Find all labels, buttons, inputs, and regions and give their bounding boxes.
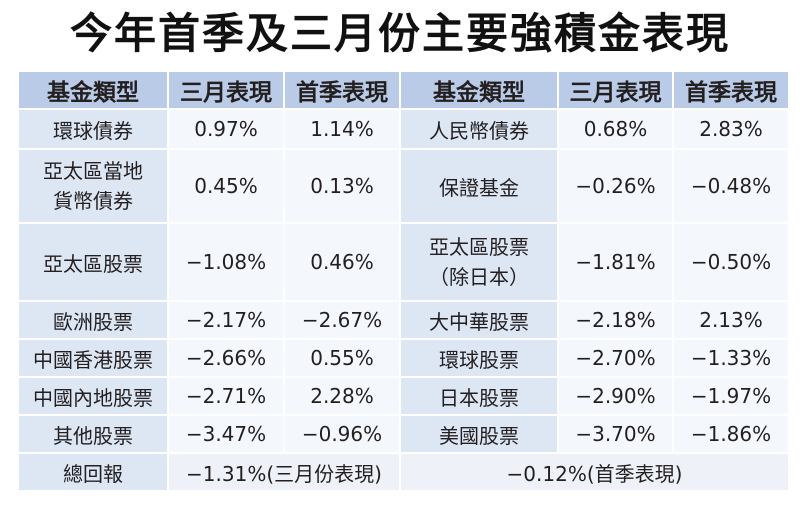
fund-name: 大中華股票 xyxy=(399,300,559,340)
march-value: −2.66% xyxy=(167,338,285,378)
fund-name: 亞太區股票（除日本） xyxy=(399,222,559,302)
fund-name-text: 亞太區股票（除日本） xyxy=(429,235,529,289)
header-march-right: 三月表現 xyxy=(557,70,674,110)
march-value: −2.17% xyxy=(167,300,285,340)
q1-value: −0.48% xyxy=(672,148,790,224)
march-value: −3.47% xyxy=(167,414,285,454)
q1-value: 2.13% xyxy=(672,300,790,340)
march-value: −0.26% xyxy=(557,148,674,224)
fund-name: 中國香港股票 xyxy=(17,338,169,378)
table-row: 歐洲股票 −2.17% −2.67% 大中華股票 −2.18% 2.13% xyxy=(17,300,790,340)
march-value: 0.68% xyxy=(557,108,674,150)
fund-name: 保證基金 xyxy=(399,148,559,224)
march-value: −3.70% xyxy=(557,414,674,454)
fund-name: 日本股票 xyxy=(399,376,559,416)
table-row: 中國香港股票 −2.66% 0.55% 環球股票 −2.70% −1.33% xyxy=(17,338,790,378)
fund-name: 亞太區股票 xyxy=(17,222,169,302)
total-label: 總回報 xyxy=(17,452,169,492)
total-q1-value: −0.12%(首季表現) xyxy=(399,452,790,492)
table-row: 環球債券 0.97% 1.14% 人民幣債券 0.68% 2.83% xyxy=(17,108,790,150)
march-value: 0.97% xyxy=(167,108,285,150)
header-march-left: 三月表現 xyxy=(167,70,285,110)
header-fund-type-left: 基金類型 xyxy=(17,70,169,110)
march-value: −2.90% xyxy=(557,376,674,416)
table-header-row: 基金類型 三月表現 首季表現 基金類型 三月表現 首季表現 xyxy=(17,70,790,110)
header-fund-type-right: 基金類型 xyxy=(399,70,559,110)
q1-value: 0.46% xyxy=(283,222,401,302)
q1-value: −2.67% xyxy=(283,300,401,340)
q1-value: 1.14% xyxy=(283,108,401,150)
q1-value: 2.83% xyxy=(672,108,790,150)
march-value: −2.71% xyxy=(167,376,285,416)
table-row: 亞太區當地貨幣債券 0.45% 0.13% 保證基金 −0.26% −0.48% xyxy=(17,148,790,224)
header-q1-left: 首季表現 xyxy=(283,70,401,110)
march-value: 0.45% xyxy=(167,148,285,224)
header-q1-right: 首季表現 xyxy=(672,70,790,110)
march-value: −2.18% xyxy=(557,300,674,340)
q1-value: −1.97% xyxy=(672,376,790,416)
fund-name: 美國股票 xyxy=(399,414,559,454)
table-row: 其他股票 −3.47% −0.96% 美國股票 −3.70% −1.86% xyxy=(17,414,790,454)
q1-value: 0.13% xyxy=(283,148,401,224)
fund-name-text: 亞太區當地貨幣債券 xyxy=(43,159,143,213)
mpf-performance-table: 基金類型 三月表現 首季表現 基金類型 三月表現 首季表現 環球債券 0.97%… xyxy=(17,70,790,492)
q1-value: 2.28% xyxy=(283,376,401,416)
table-row: 中國內地股票 −2.71% 2.28% 日本股票 −2.90% −1.97% xyxy=(17,376,790,416)
q1-value: −1.86% xyxy=(672,414,790,454)
fund-name: 歐洲股票 xyxy=(17,300,169,340)
total-row: 總回報 −1.31%(三月份表現) −0.12%(首季表現) xyxy=(17,452,790,492)
march-value: −1.81% xyxy=(557,222,674,302)
march-value: −1.08% xyxy=(167,222,285,302)
q1-value: −0.50% xyxy=(672,222,790,302)
fund-name: 其他股票 xyxy=(17,414,169,454)
fund-name: 環球股票 xyxy=(399,338,559,378)
q1-value: −1.33% xyxy=(672,338,790,378)
fund-name: 人民幣債券 xyxy=(399,108,559,150)
q1-value: 0.55% xyxy=(283,338,401,378)
march-value: −2.70% xyxy=(557,338,674,378)
total-march-value: −1.31%(三月份表現) xyxy=(167,452,401,492)
page-title: 今年首季及三月份主要強積金表現 xyxy=(69,9,730,58)
fund-name: 亞太區當地貨幣債券 xyxy=(17,148,169,224)
fund-name: 中國內地股票 xyxy=(17,376,169,416)
table-row: 亞太區股票 −1.08% 0.46% 亞太區股票（除日本） −1.81% −0.… xyxy=(17,222,790,302)
q1-value: −0.96% xyxy=(283,414,401,454)
fund-name: 環球債券 xyxy=(17,108,169,150)
